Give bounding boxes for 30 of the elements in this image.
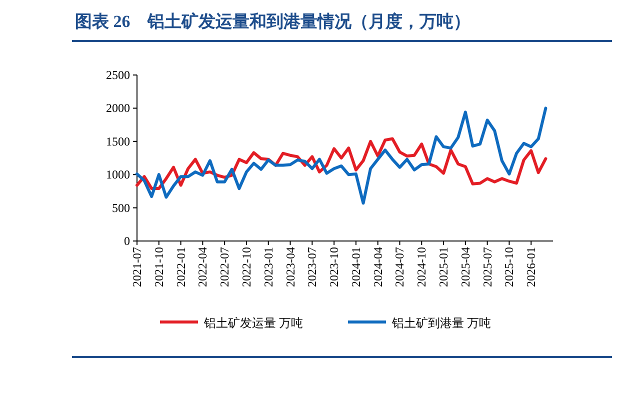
x-tick-label: 2024-07 bbox=[392, 247, 407, 287]
chart-title: 图表 26 铝土矿发运量和到港量情况（月度，万吨） bbox=[75, 12, 470, 31]
x-tick-label: 2022-04 bbox=[196, 247, 210, 287]
y-tick-label: 1500 bbox=[106, 134, 130, 148]
x-tick-label: 2025-10 bbox=[502, 247, 516, 287]
x-tick-label: 2023-01 bbox=[261, 247, 276, 287]
x-tick-label: 2022-01 bbox=[174, 247, 188, 287]
y-tick-label: 500 bbox=[112, 200, 130, 215]
y-tick-label: 1000 bbox=[106, 168, 130, 182]
line-series bbox=[136, 106, 548, 205]
x-tick-label: 2024-10 bbox=[414, 247, 429, 287]
x-tick-label: 2024-04 bbox=[370, 247, 385, 287]
line-series bbox=[136, 137, 548, 190]
legend-label: 铝土矿发运量 万吨 bbox=[203, 316, 303, 330]
x-tick-label: 2025-01 bbox=[436, 247, 451, 287]
x-tick-label: 2021-10 bbox=[152, 247, 166, 287]
y-tick-label: 2500 bbox=[106, 68, 130, 82]
x-tick-label: 2022-10 bbox=[239, 247, 254, 287]
x-tick-label: 2025-07 bbox=[480, 247, 494, 287]
x-tick-label: 2022-07 bbox=[218, 247, 232, 287]
y-tick-label: 0 bbox=[124, 234, 130, 248]
x-tick-label: 2025-04 bbox=[458, 247, 472, 287]
x-tick-label: 2023-07 bbox=[305, 247, 320, 287]
x-tick-label: 2026-01 bbox=[524, 247, 538, 287]
x-tick-label: 2024-01 bbox=[348, 247, 363, 287]
x-tick-label: 2023-10 bbox=[327, 247, 342, 287]
legend-label: 铝土矿到港量 万吨 bbox=[391, 316, 491, 330]
x-tick-label: 2023-04 bbox=[283, 247, 298, 287]
x-tick-label: 2021-07 bbox=[130, 247, 144, 287]
y-tick-label: 2000 bbox=[106, 101, 130, 116]
